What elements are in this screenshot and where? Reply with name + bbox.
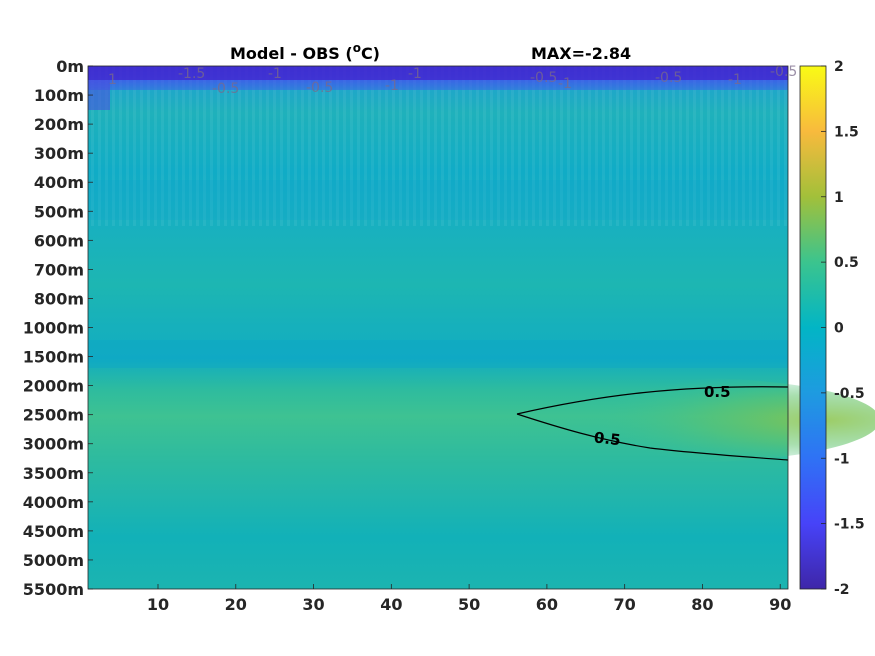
y-tick-label: 0m (56, 57, 84, 76)
surface-contour-label: -0.5 (530, 70, 557, 86)
x-tick-label: 20 (225, 595, 247, 614)
x-axis: 10 20 30 40 50 60 70 80 90 (147, 584, 791, 614)
y-tick-label: 1000m (23, 319, 84, 338)
surface-contour-label: -0.5 (212, 81, 239, 97)
y-tick-label: 3000m (23, 435, 84, 454)
max-label: MAX=-2.84 (531, 44, 631, 63)
y-tick-label: 2500m (23, 406, 84, 425)
x-tick-label: 10 (147, 595, 169, 614)
surface-contour-label: -0.5 (306, 80, 333, 96)
y-tick-label: 500m (34, 202, 84, 221)
colorbar-ticks: 2 1.5 1 0.5 0 -0.5 -1 -1.5 -2 (821, 59, 865, 598)
y-tick-label: 100m (34, 86, 84, 105)
colorbar-tick-label: 1 (834, 190, 844, 206)
surface-contour-labels: 1 -1.5-0.5-1-0.5 -1-1 -0.5 -1 -0.5 -1 -0.5 (108, 64, 797, 97)
y-axis: 0m 100m 200m 300m 400m 500m 600m 700m 800m 1000m 1… (23, 57, 93, 599)
y-tick-label: 700m (34, 260, 84, 279)
colorbar-tick-label: 1.5 (834, 124, 859, 140)
colorbar: 2 1.5 1 0.5 0 -0.5 -1 -1.5 -2 (799, 59, 865, 598)
surface-contour-label: -1.5 (178, 66, 205, 82)
contour-group: 0.5 0.5 1 -1.5-0.5-1-0.5 -1-1 -0.5 -1 -0.5 -1-… (108, 64, 797, 461)
surface-contour-label: -0.5 (770, 64, 797, 80)
y-tick-label: 2000m (23, 377, 84, 396)
contour-label-lower: 0.5 (593, 428, 621, 449)
colorbar-tick-label: -2 (834, 582, 850, 598)
surface-contour-label: -1 (268, 66, 282, 82)
x-tick-label: 50 (458, 595, 480, 614)
x-tick-label: 80 (691, 595, 713, 614)
x-tick-label: 70 (614, 595, 636, 614)
heatmap-stripes (88, 66, 788, 226)
cool-band-1500m (88, 340, 788, 368)
svg-text:Model - OBS (oC): Model - OBS (oC) (230, 41, 380, 63)
surface-contour-label: -1 (408, 66, 422, 82)
heatmap-field (88, 66, 875, 589)
contour-label-upper: 0.5 (704, 383, 731, 401)
y-tick-label: 600m (34, 231, 84, 250)
left-edge-cold-column (88, 80, 110, 110)
surface-contour-label: -1 (385, 78, 399, 94)
y-tick-label: 3500m (23, 464, 84, 483)
x-tick-label: 60 (536, 595, 558, 614)
y-tick-label: 5500m (23, 580, 84, 599)
y-tick-label: 5000m (23, 551, 84, 570)
y-tick-label: 800m (34, 289, 84, 308)
y-tick-label: 4500m (23, 522, 84, 541)
y-tick-label: 4000m (23, 493, 84, 512)
contour-line-0.5-upper (516, 386, 789, 415)
colorbar-tick-label: -1 (834, 451, 850, 467)
y-tick-label: 400m (34, 173, 84, 192)
colorbar-tick-label: 2 (834, 59, 844, 75)
y-tick-label: 200m (34, 115, 84, 134)
colorbar-tick-label: -1.5 (834, 517, 865, 533)
x-tick-label: 30 (302, 595, 324, 614)
surface-contour-label: 1 (108, 72, 117, 88)
cool-band-400m (88, 180, 788, 220)
colorbar-tick-label: 0.5 (834, 255, 859, 271)
colorbar-tick-label: 0 (834, 321, 844, 337)
surface-contour-label: -1 (728, 72, 742, 88)
colorbar-tick-label: -0.5 (834, 386, 865, 402)
x-tick-label: 40 (380, 595, 402, 614)
x-tick-label: 90 (769, 595, 791, 614)
chart-title: Model - OBS (oC) (230, 41, 380, 63)
surface-contour-label: -1 (558, 76, 572, 92)
surface-cold-layer (88, 66, 788, 80)
y-tick-label: 1500m (23, 348, 84, 367)
surface-contour-label: -0.5 (655, 70, 682, 86)
contour-line-0.5-lower (516, 413, 789, 461)
surface-transition-layer (88, 80, 788, 90)
y-tick-label: 300m (34, 144, 84, 163)
